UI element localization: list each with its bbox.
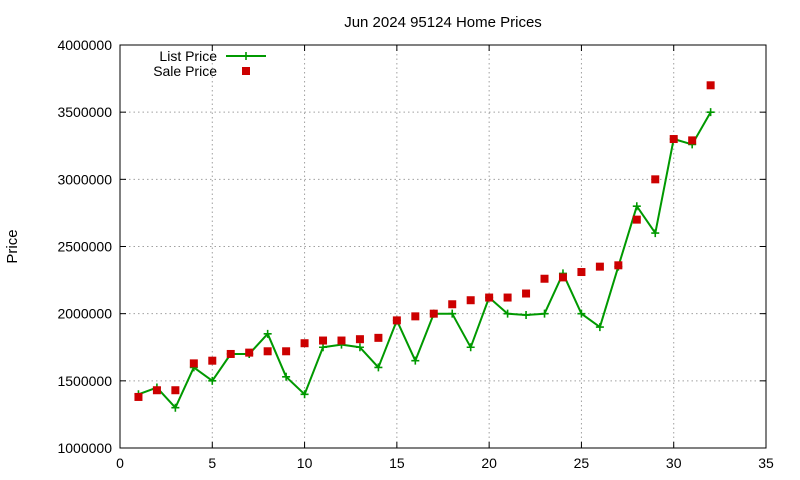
sale-price-point [522, 289, 531, 298]
x-tick-label: 15 [389, 455, 405, 471]
list-price-point [411, 356, 420, 365]
legend-marker-list-price [242, 52, 250, 60]
series-list-price [134, 108, 715, 412]
list-price-point [263, 329, 272, 338]
list-price-line [138, 111, 712, 409]
grid [120, 45, 766, 448]
sale-price-point [337, 336, 346, 345]
sale-price-point [632, 215, 641, 224]
sale-price-point [282, 347, 291, 356]
sale-price-point [411, 312, 420, 321]
list-price-point [706, 108, 715, 117]
sale-price-point [355, 335, 364, 344]
list-price-point [300, 390, 309, 399]
y-tick-label: 2500000 [57, 239, 112, 255]
list-price-point [171, 403, 180, 412]
list-price-point [319, 343, 328, 352]
sale-price-point [669, 135, 678, 144]
x-tick-label: 0 [116, 455, 124, 471]
x-tick-label: 20 [481, 455, 497, 471]
sale-price-point [152, 386, 161, 395]
sale-price-point [429, 309, 438, 318]
x-tick-label: 10 [297, 455, 313, 471]
sale-price-point [466, 296, 475, 305]
list-price-point [503, 309, 512, 318]
y-tick-label: 4000000 [57, 37, 112, 53]
y-tick-label: 3000000 [57, 171, 112, 187]
sale-price-point [189, 359, 198, 368]
sale-price-point [688, 136, 697, 145]
legend-marker-sale-price [242, 67, 250, 75]
chart-title: Jun 2024 95124 Home Prices [344, 14, 542, 31]
x-tick-label: 35 [758, 455, 774, 471]
list-price-point [577, 309, 586, 318]
list-price-point [595, 323, 604, 332]
sale-price-point [540, 274, 549, 283]
y-tick-label: 2000000 [57, 306, 112, 322]
sale-price-point [706, 81, 715, 90]
list-price-point [448, 309, 457, 318]
list-price-point [208, 376, 217, 385]
sale-price-point [392, 316, 401, 325]
sale-price-point [614, 261, 623, 270]
sale-price-point [245, 348, 254, 357]
list-price-point [466, 343, 475, 352]
x-tick-label: 25 [574, 455, 590, 471]
sale-price-point [226, 349, 235, 358]
legend-label-list-price: List Price [159, 48, 217, 64]
list-price-point [540, 309, 549, 318]
list-price-point [522, 311, 531, 320]
sale-price-point [503, 293, 512, 302]
y-tick-label: 1000000 [57, 440, 112, 456]
y-tick-label: 3500000 [57, 104, 112, 120]
sale-price-point [595, 262, 604, 271]
sale-price-point [651, 175, 660, 184]
sale-price-point [485, 293, 494, 302]
list-price-point [355, 343, 364, 352]
sale-price-point [448, 300, 457, 309]
sale-price-point [208, 356, 217, 365]
list-price-point [282, 372, 291, 381]
sale-price-point [300, 339, 309, 348]
sale-price-point [319, 336, 328, 345]
sale-price-point [263, 347, 272, 356]
y-tick-label: 1500000 [57, 373, 112, 389]
sale-price-point [374, 333, 383, 342]
legend-label-sale-price: Sale Price [153, 63, 217, 79]
series [134, 81, 715, 412]
y-axis-label: Price [4, 229, 21, 263]
series-sale-price [134, 81, 715, 401]
axis-ticks: 0 5 10 15 20 25 30 35 1000000 1500000 2000000 25000… [57, 37, 774, 471]
x-tick-label: 5 [208, 455, 216, 471]
sale-price-point [558, 273, 567, 282]
list-price-point [651, 229, 660, 238]
x-tick-label: 30 [666, 455, 682, 471]
sale-price-point [171, 386, 180, 395]
list-price-point [374, 363, 383, 372]
sale-price-point [577, 268, 586, 277]
sale-price-point [134, 392, 143, 401]
list-price-point [632, 202, 641, 211]
